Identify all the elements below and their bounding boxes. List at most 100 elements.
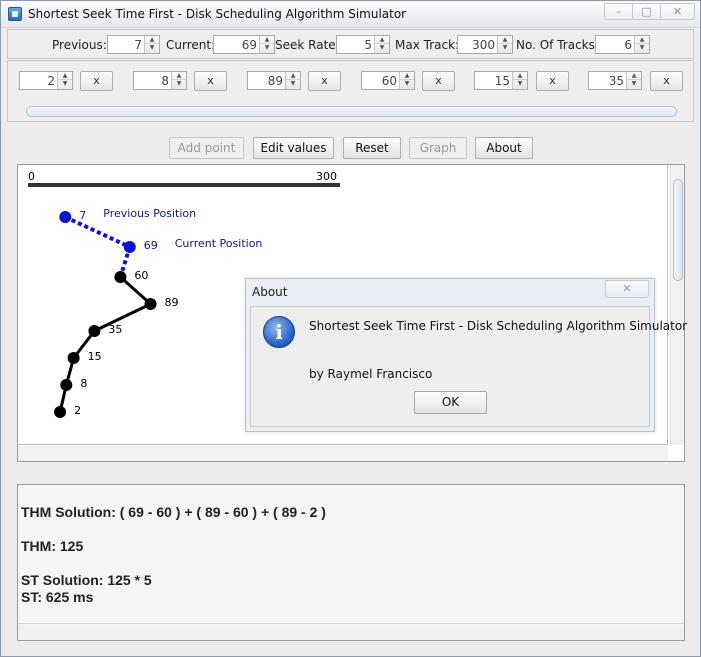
add-point-button[interactable]: Add point xyxy=(169,137,244,159)
results-panel: THM Solution: ( 69 - 60 ) + ( 89 - 60 ) … xyxy=(17,484,685,641)
track-spinner-arrows[interactable]: ▲ ▼ xyxy=(626,72,641,89)
track-spinner-arrows[interactable]: ▲ ▼ xyxy=(57,72,72,89)
results-horizontal-scrollbar[interactable] xyxy=(18,625,684,640)
track-value[interactable]: 89 xyxy=(267,74,283,88)
spin-up-icon[interactable]: ▲ xyxy=(627,72,641,80)
seek-rate-spinner[interactable]: 5 ▲ ▼ xyxy=(336,35,390,54)
remove-track-button[interactable]: x xyxy=(80,71,113,91)
seek-rate-label: Seek Rate: xyxy=(275,38,340,52)
previous-spinner-arrows[interactable]: ▲ ▼ xyxy=(144,36,159,53)
track-input-6[interactable]: 35 ▲ ▼ xyxy=(588,71,642,90)
graph-button[interactable]: Graph xyxy=(409,137,467,159)
track-point-7 xyxy=(59,211,72,223)
current-spinner[interactable]: 69 ▲ ▼ xyxy=(213,35,275,54)
spin-up-icon[interactable]: ▲ xyxy=(286,72,300,80)
window-controls: – □ ✕ xyxy=(604,3,695,20)
track-value[interactable]: 60 xyxy=(381,74,397,88)
st-text: ST: 625 ms xyxy=(21,589,94,605)
spin-up-icon[interactable]: ▲ xyxy=(513,72,527,80)
spin-up-icon[interactable]: ▲ xyxy=(498,36,512,44)
remove-track-button[interactable]: x xyxy=(194,71,227,91)
remove-track-button[interactable]: x xyxy=(536,71,569,91)
max-track-label: Max Track: xyxy=(395,38,460,52)
spin-down-icon[interactable]: ▼ xyxy=(379,44,385,51)
tracks-horizontal-scrollbar[interactable] xyxy=(26,106,677,117)
track-input-4[interactable]: 60 ▲ ▼ xyxy=(361,71,415,90)
track-point-label: 15 xyxy=(88,350,102,363)
remove-track-button[interactable]: x xyxy=(422,71,455,91)
spin-down-icon[interactable]: ▼ xyxy=(264,44,270,51)
maximize-button[interactable]: □ xyxy=(632,3,661,20)
current-value[interactable]: 69 xyxy=(241,38,257,52)
spin-down-icon[interactable]: ▼ xyxy=(176,80,182,87)
track-value[interactable]: 15 xyxy=(494,74,510,88)
java-app-icon xyxy=(8,7,22,21)
spin-down-icon[interactable]: ▼ xyxy=(404,80,410,87)
current-position-label: Current Position xyxy=(175,237,263,250)
graph-horizontal-scrollbar[interactable] xyxy=(18,446,668,461)
spin-down-icon[interactable]: ▼ xyxy=(502,44,508,51)
about-button[interactable]: About xyxy=(475,137,533,159)
track-input-2[interactable]: 8 ▲ ▼ xyxy=(133,71,187,90)
track-input-5[interactable]: 15 ▲ ▼ xyxy=(474,71,528,90)
results-text-area[interactable]: THM Solution: ( 69 - 60 ) + ( 89 - 60 ) … xyxy=(18,485,684,624)
track-point-label: 89 xyxy=(165,296,179,309)
spin-up-icon[interactable]: ▲ xyxy=(145,36,159,44)
edit-values-button[interactable]: Edit values xyxy=(253,137,334,159)
seek-rate-spinner-arrows[interactable]: ▲ ▼ xyxy=(374,36,389,53)
max-track-spinner[interactable]: 300 ▲ ▼ xyxy=(457,35,513,54)
track-spinner-arrows[interactable]: ▲ ▼ xyxy=(512,72,527,89)
spin-down-icon[interactable]: ▼ xyxy=(62,80,68,87)
spin-down-icon[interactable]: ▼ xyxy=(149,44,155,51)
previous-position-label: Previous Position xyxy=(103,207,196,220)
spin-up-icon[interactable]: ▲ xyxy=(635,36,649,44)
track-point-35 xyxy=(88,325,101,337)
previous-value[interactable]: 7 xyxy=(134,38,142,52)
head-movement-dashed-line xyxy=(118,246,132,278)
track-point-8 xyxy=(60,379,73,391)
title-bar[interactable]: Shortest Seek Time First - Disk Scheduli… xyxy=(1,1,700,28)
dialog-author: by Raymel Francisco xyxy=(309,367,433,381)
max-track-spinner-arrows[interactable]: ▲ ▼ xyxy=(497,36,512,53)
graph-vertical-scrollbar[interactable] xyxy=(670,165,684,445)
track-value[interactable]: 8 xyxy=(161,74,169,88)
ok-button[interactable]: OK xyxy=(414,391,487,414)
window-title: Shortest Seek Time First - Disk Scheduli… xyxy=(28,7,407,21)
minimize-button[interactable]: – xyxy=(604,3,633,20)
track-value[interactable]: 35 xyxy=(608,74,624,88)
max-track-value[interactable]: 300 xyxy=(472,38,495,52)
track-spinner-arrows[interactable]: ▲ ▼ xyxy=(171,72,186,89)
close-button[interactable]: ✕ xyxy=(660,3,695,20)
track-point-label: 8 xyxy=(80,377,87,390)
track-spinner-arrows[interactable]: ▲ ▼ xyxy=(399,72,414,89)
previous-label: Previous: xyxy=(52,38,107,52)
spin-up-icon[interactable]: ▲ xyxy=(400,72,414,80)
seek-graph: 0 300 7 69 60 89 35 15 8 2 Previous Position Cu… xyxy=(28,170,340,418)
remove-track-button[interactable]: x xyxy=(308,71,341,91)
spin-down-icon[interactable]: ▼ xyxy=(290,80,296,87)
track-input-3[interactable]: 89 ▲ ▼ xyxy=(247,71,301,90)
spin-up-icon[interactable]: ▲ xyxy=(58,72,72,80)
num-tracks-value[interactable]: 6 xyxy=(624,38,632,52)
spin-down-icon[interactable]: ▼ xyxy=(631,80,637,87)
num-tracks-spinner-arrows[interactable]: ▲ ▼ xyxy=(634,36,649,53)
track-input-1[interactable]: 2 ▲ ▼ xyxy=(19,71,73,90)
num-tracks-spinner[interactable]: 6 ▲ ▼ xyxy=(595,35,650,54)
track-point-89 xyxy=(144,298,157,310)
spin-up-icon[interactable]: ▲ xyxy=(172,72,186,80)
reset-button[interactable]: Reset xyxy=(343,137,401,159)
previous-spinner[interactable]: 7 ▲ ▼ xyxy=(107,35,160,54)
dialog-close-button[interactable]: ✕ xyxy=(605,280,649,298)
track-value[interactable]: 2 xyxy=(47,74,55,88)
current-spinner-arrows[interactable]: ▲ ▼ xyxy=(259,36,274,53)
spin-up-icon[interactable]: ▲ xyxy=(260,36,274,44)
scrollbar-thumb[interactable] xyxy=(673,179,683,281)
seek-rate-value[interactable]: 5 xyxy=(364,38,372,52)
remove-track-button[interactable]: x xyxy=(650,71,683,91)
spin-down-icon[interactable]: ▼ xyxy=(517,80,523,87)
spin-down-icon[interactable]: ▼ xyxy=(639,44,645,51)
track-spinner-arrows[interactable]: ▲ ▼ xyxy=(285,72,300,89)
spin-up-icon[interactable]: ▲ xyxy=(375,36,389,44)
track-point-60 xyxy=(114,271,127,283)
